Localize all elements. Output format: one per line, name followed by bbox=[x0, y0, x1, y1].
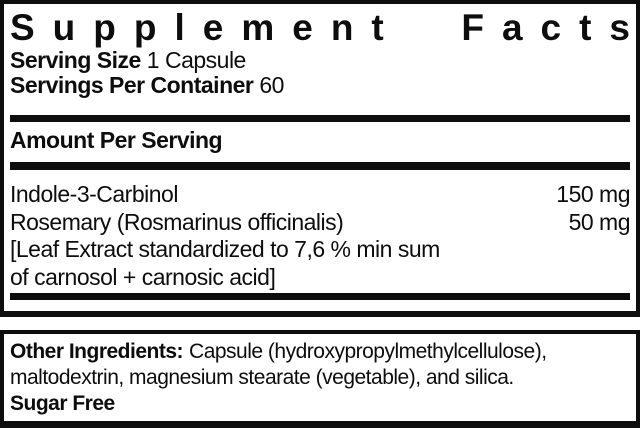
other-ingredients-label: Other Ingredients: bbox=[10, 340, 184, 363]
table-row: Indole-3-Carbinol 150 mg bbox=[10, 181, 630, 209]
servings-per-container-label: Servings Per Container bbox=[10, 72, 254, 98]
ingredient-name: Rosemary (Rosmarinus officinalis) bbox=[10, 208, 344, 235]
other-ingredients-text-1: Capsule (hydroxypropylmethylcellulose), bbox=[189, 340, 547, 363]
servings-per-container-line: Servings Per Container 60 bbox=[10, 73, 630, 98]
other-ingredients-line-2: maltodextrin, magnesium stearate (vegeta… bbox=[10, 366, 514, 389]
other-ingredients-line-1: Other Ingredients: Capsule (hydroxypropyl… bbox=[10, 339, 630, 365]
ingredient-note-line: of carnosol + carnosic acid] bbox=[10, 263, 276, 290]
supplement-facts-panel: Supplement Facts Serving Size 1 Capsule S… bbox=[0, 0, 640, 317]
serving-size-label: Serving Size bbox=[10, 47, 141, 73]
servings-per-container-value: 60 bbox=[259, 72, 284, 98]
ingredient-amount: 150 mg bbox=[556, 181, 630, 207]
table-row: Rosemary (Rosmarinus officinalis) 50 mg bbox=[10, 208, 631, 237]
serving-size-value: 1 Capsule bbox=[146, 47, 247, 73]
divider-bar-middle bbox=[10, 162, 630, 170]
other-ingredients-panel: Other Ingredients: Capsule (hydroxypropyl… bbox=[0, 330, 640, 428]
amount-per-serving-header: Amount Per Serving bbox=[10, 127, 223, 153]
serving-size-line: Serving Size 1 Capsule bbox=[10, 48, 630, 73]
ingredient-name: Indole-3-Carbinol bbox=[10, 181, 178, 207]
divider-bar-top bbox=[10, 115, 630, 122]
panel-title-word-facts: Facts bbox=[461, 7, 640, 48]
divider-bar-bottom bbox=[10, 293, 630, 300]
panel-title-word-supplement: Supplement bbox=[10, 7, 402, 48]
ingredient-rows: Indole-3-Carbinol 150 mg Rosemary (Rosma… bbox=[10, 181, 631, 291]
sugar-free-claim: Sugar Free bbox=[10, 392, 115, 415]
ingredient-note-line: [Leaf Extract standardized to 7,6 % min … bbox=[10, 236, 440, 262]
panel-title: Supplement Facts bbox=[10, 8, 630, 48]
ingredient-amount: 50 mg bbox=[568, 208, 631, 235]
